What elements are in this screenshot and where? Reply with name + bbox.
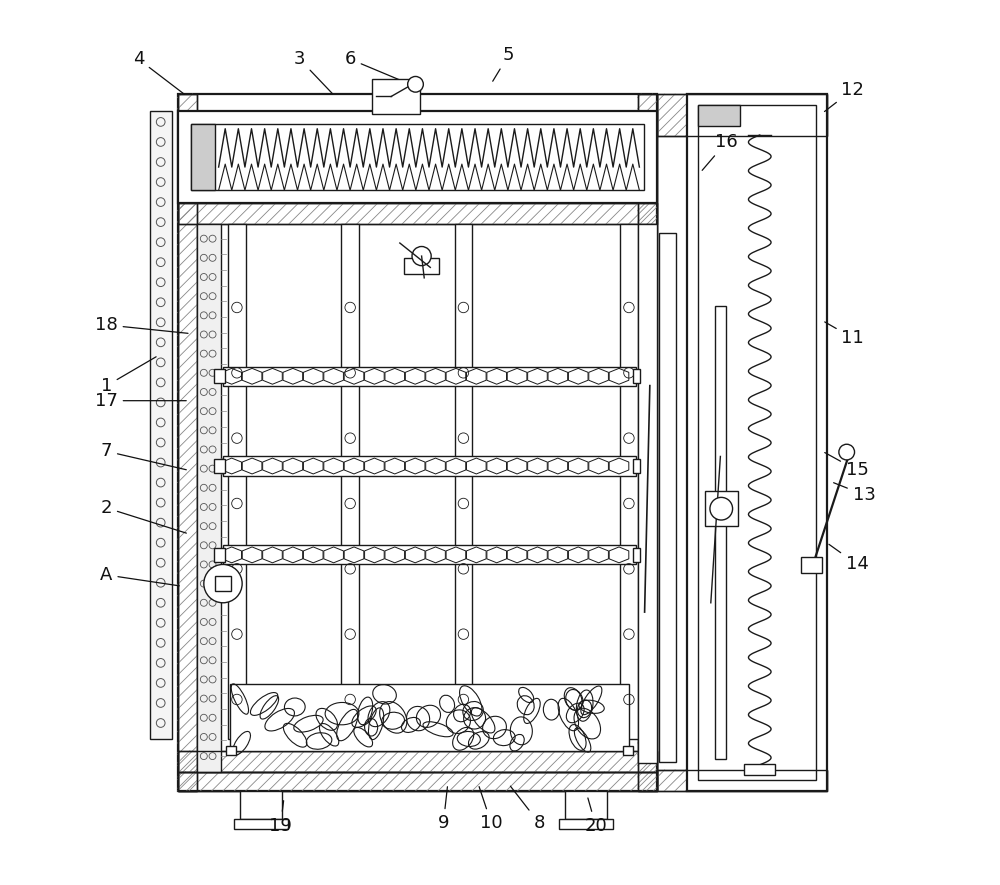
Bar — [223, 366, 636, 386]
Circle shape — [412, 247, 431, 266]
Text: 15: 15 — [825, 452, 869, 480]
Bar — [214, 369, 225, 383]
Bar — [150, 112, 172, 739]
Bar — [744, 764, 775, 775]
Bar — [214, 459, 225, 473]
Bar — [178, 94, 197, 791]
Bar — [191, 125, 644, 189]
Text: 14: 14 — [829, 544, 869, 573]
Text: A: A — [100, 566, 179, 586]
Bar — [565, 791, 607, 819]
Bar — [234, 819, 288, 829]
Bar — [620, 224, 638, 739]
Text: 12: 12 — [825, 81, 864, 112]
Bar — [240, 791, 282, 819]
Bar — [633, 369, 640, 383]
Bar — [657, 770, 827, 791]
Text: 10: 10 — [479, 787, 503, 832]
Bar — [659, 234, 676, 762]
Text: 18: 18 — [95, 316, 188, 334]
Text: 6: 6 — [344, 50, 406, 82]
Circle shape — [839, 444, 855, 460]
Text: 11: 11 — [825, 322, 864, 347]
Circle shape — [408, 76, 423, 92]
Bar — [638, 224, 657, 763]
Bar — [638, 94, 657, 791]
Bar — [715, 305, 726, 758]
Text: 19: 19 — [269, 801, 292, 835]
Bar — [178, 94, 197, 791]
Text: 16: 16 — [702, 133, 738, 170]
Text: 4: 4 — [133, 50, 184, 94]
Bar — [178, 772, 657, 791]
Circle shape — [710, 497, 733, 520]
Bar — [698, 104, 740, 127]
Bar — [178, 203, 657, 224]
Bar — [178, 203, 657, 224]
Bar — [638, 94, 657, 791]
Bar — [223, 545, 636, 565]
Bar — [341, 224, 359, 739]
Bar — [372, 79, 420, 114]
Text: 20: 20 — [584, 798, 607, 835]
Bar — [801, 558, 822, 573]
Bar — [178, 772, 657, 791]
Bar — [191, 125, 215, 189]
Bar — [197, 224, 221, 772]
Text: 8: 8 — [510, 786, 545, 832]
Bar — [657, 94, 827, 136]
Bar — [404, 258, 439, 273]
Bar — [657, 770, 827, 791]
Bar — [633, 459, 640, 473]
Text: 7: 7 — [101, 442, 186, 470]
Text: 13: 13 — [834, 482, 876, 504]
Bar — [228, 224, 246, 739]
Bar — [178, 94, 657, 791]
Bar — [687, 94, 827, 791]
Bar — [214, 548, 225, 562]
Bar — [215, 576, 231, 591]
Text: 17: 17 — [95, 392, 186, 410]
Bar — [178, 112, 657, 203]
Bar — [455, 224, 472, 739]
Bar — [223, 457, 636, 475]
Bar — [698, 104, 816, 781]
Bar — [230, 683, 629, 750]
Text: 2: 2 — [101, 499, 186, 533]
Text: 3: 3 — [294, 50, 333, 94]
Text: 5: 5 — [493, 46, 514, 81]
Bar — [178, 750, 657, 772]
Bar — [705, 491, 738, 526]
Bar — [559, 819, 613, 829]
Bar — [623, 746, 633, 755]
Bar — [178, 750, 657, 772]
Bar — [657, 94, 827, 136]
Text: 1: 1 — [101, 357, 156, 395]
Text: 9: 9 — [438, 787, 449, 832]
Bar — [226, 746, 236, 755]
Circle shape — [204, 565, 242, 603]
Bar — [633, 548, 640, 562]
